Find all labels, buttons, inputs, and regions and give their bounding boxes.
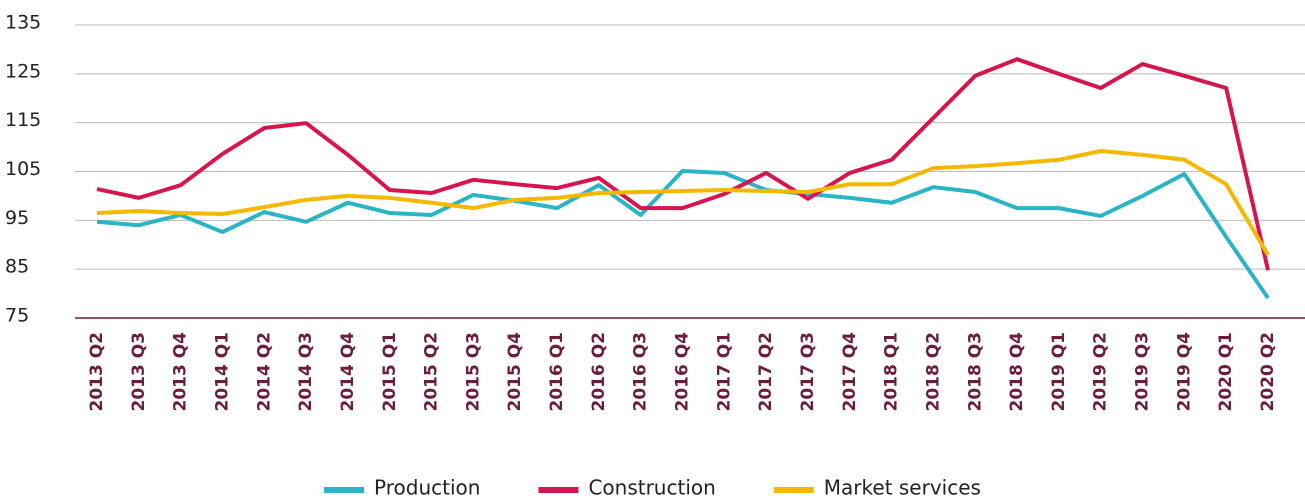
x-tick-label: 2014 Q1 — [212, 332, 232, 412]
x-tick-label: 2019 Q1 — [1049, 332, 1069, 412]
x-tick-label: 2019 Q2 — [1091, 332, 1111, 412]
x-tick-label: 2017 Q4 — [840, 332, 860, 412]
y-tick-label: 105 — [5, 158, 41, 180]
x-tick-label: 2014 Q2 — [254, 332, 274, 412]
series-line — [96, 169, 1270, 300]
x-tick-label: 2017 Q1 — [714, 332, 734, 412]
x-tick-label: 2017 Q2 — [756, 332, 776, 412]
x-tick-label: 2013 Q3 — [129, 332, 149, 412]
y-tick-label: 75 — [5, 305, 29, 327]
y-tick-label: 95 — [5, 207, 29, 229]
x-tick-label: 2016 Q2 — [589, 332, 609, 412]
x-tick-label: 2014 Q3 — [296, 332, 316, 412]
series-line — [96, 148, 1270, 257]
y-tick-label: 85 — [5, 256, 29, 278]
legend-label: Construction — [588, 476, 715, 500]
x-tick-label: 2016 Q1 — [547, 332, 567, 412]
x-tick-label: 2015 Q2 — [422, 332, 442, 412]
y-tick-label: 125 — [5, 60, 41, 82]
x-tick-label: 2015 Q3 — [463, 332, 483, 412]
x-tick-label: 2018 Q3 — [965, 332, 985, 412]
x-tick-label: 2019 Q4 — [1174, 332, 1194, 412]
x-tick-label: 2016 Q4 — [673, 332, 693, 412]
x-tick-label: 2015 Q4 — [505, 332, 525, 412]
x-tick-label: 2017 Q3 — [798, 332, 818, 412]
x-tick-label: 2015 Q1 — [380, 332, 400, 412]
x-tick-label: 2013 Q2 — [87, 332, 107, 412]
x-tick-label: 2019 Q3 — [1133, 332, 1153, 412]
x-tick-label: 2016 Q3 — [631, 332, 651, 412]
x-tick-label: 2018 Q4 — [1007, 332, 1027, 412]
y-tick-label: 115 — [5, 109, 41, 131]
x-tick-label: 2013 Q4 — [171, 332, 191, 412]
x-tick-label: 2014 Q4 — [338, 332, 358, 412]
legend-label: Market services — [824, 476, 981, 500]
x-tick-label: 2018 Q2 — [923, 332, 943, 412]
x-tick-label: 2020 Q1 — [1216, 332, 1236, 412]
x-tick-label: 2020 Q2 — [1258, 332, 1278, 412]
y-tick-label: 135 — [5, 12, 41, 34]
x-tick-label: 2018 Q1 — [882, 332, 902, 412]
legend-label: Production — [374, 476, 480, 500]
series-line — [96, 57, 1270, 271]
